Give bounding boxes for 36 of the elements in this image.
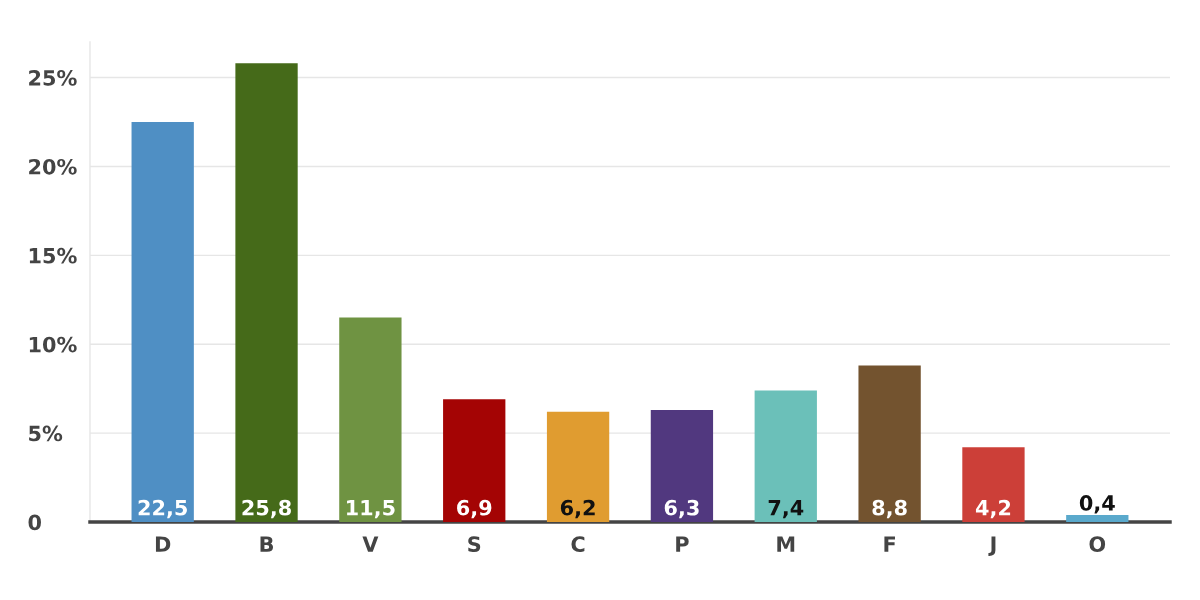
x-tick-label: C — [571, 536, 585, 553]
bar — [858, 365, 921, 522]
x-tick-label: M — [777, 536, 795, 552]
x-tick-label: D — [155, 536, 171, 552]
bar — [339, 317, 402, 522]
data-label: 7,4 — [768, 500, 804, 519]
bar — [235, 63, 298, 522]
x-tick-label: V — [362, 536, 379, 552]
data-label: 25,8 — [242, 499, 291, 519]
y-tick-label: 20% — [29, 158, 77, 175]
bar — [1066, 514, 1129, 522]
x-tick-label: B — [260, 536, 274, 552]
x-tick-label: P — [676, 536, 689, 552]
data-label: 11,5 — [347, 500, 395, 519]
x-tick-label: S — [468, 536, 481, 553]
bar — [546, 411, 610, 522]
bar — [650, 410, 714, 522]
y-tick-label: 5% — [29, 425, 63, 442]
data-label: 8,8 — [872, 499, 907, 519]
data-label: 22,5 — [138, 499, 187, 519]
x-tick-label: F — [884, 536, 895, 552]
bar — [962, 447, 1025, 522]
data-label: 6,3 — [664, 499, 699, 519]
y-tick-label: 10% — [29, 336, 77, 353]
bar — [131, 122, 194, 522]
y-tick-label: 15% — [29, 247, 77, 264]
x-tick-label: O — [1089, 536, 1106, 553]
data-label: 6,2 — [560, 499, 595, 519]
data-label: 0,4 — [1079, 495, 1115, 514]
bar — [754, 390, 817, 522]
x-tick-label: J — [988, 536, 996, 556]
y-tick-label: 0 — [28, 514, 41, 531]
data-label: 4,2 — [975, 499, 1011, 519]
bar — [443, 399, 506, 522]
y-tick-label: 25% — [29, 70, 77, 86]
data-label: 6,9 — [457, 499, 492, 519]
